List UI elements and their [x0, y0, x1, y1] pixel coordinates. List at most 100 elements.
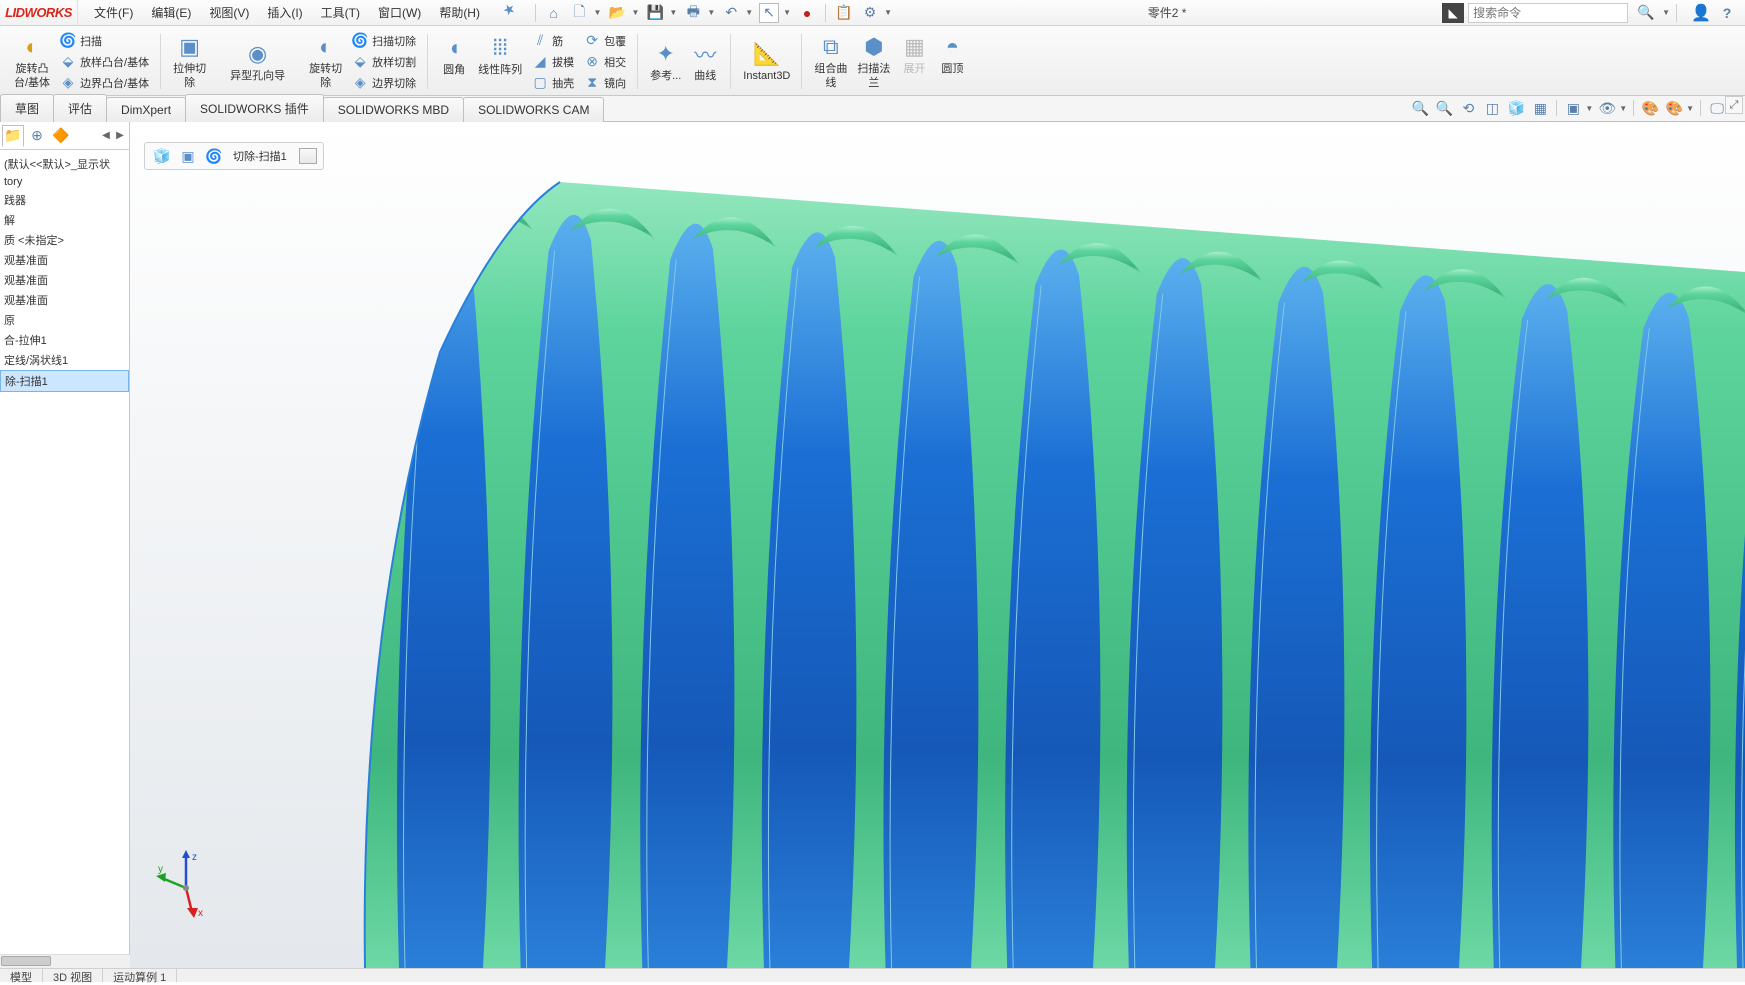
status-tab-motion[interactable]: 运动算例 1: [103, 969, 177, 982]
ribbon-fillet[interactable]: ◖圆角: [436, 32, 472, 92]
tree-item-plane3[interactable]: 观基准面: [0, 290, 129, 310]
select-icon[interactable]: ↖: [759, 3, 779, 23]
save-icon[interactable]: 💾: [645, 3, 665, 23]
fm-nav-right-icon[interactable]: ▶: [113, 125, 127, 147]
tree-item-origin[interactable]: 原: [0, 310, 129, 330]
ribbon-extrude-cut[interactable]: ▣ 拉伸切 除: [169, 31, 210, 91]
status-tab-model[interactable]: 模型: [0, 969, 43, 982]
fm-tab-config[interactable]: 🔶: [50, 125, 72, 147]
search-icon[interactable]: 🔍: [1632, 3, 1660, 23]
tab-sw-plugin[interactable]: SOLIDWORKS 插件: [185, 94, 324, 122]
fm-tab-design-tree[interactable]: 📁: [2, 125, 24, 147]
ribbon-sweep-flange[interactable]: ⬢扫描法 兰: [853, 31, 894, 91]
ribbon-curve[interactable]: 〰曲线: [687, 38, 723, 85]
ribbon-boundary[interactable]: ◈边界凸台/基体: [56, 74, 153, 92]
search-area: ◣ 🔍▼ 👤 ?: [1442, 1, 1737, 25]
hide-show-icon[interactable]: ▣: [1563, 98, 1583, 118]
print-icon[interactable]: 🖶: [683, 3, 703, 23]
tab-sw-mbd[interactable]: SOLIDWORKS MBD: [323, 97, 464, 122]
fm-nav-left-icon[interactable]: ◀: [99, 125, 113, 147]
user-icon[interactable]: 👤: [1689, 1, 1713, 25]
document-title-area: 零件2 *: [892, 4, 1442, 21]
section-view-icon[interactable]: ◫: [1482, 98, 1502, 118]
tree-item-sweepcut1[interactable]: 除-扫描1: [0, 370, 129, 392]
heads-up-view-toolbar: 🔍 🔍 ⟲ ◫ 🧊 ▦ ▣▼ 👁▼ 🎨 🎨▼ 🖵▼: [1410, 98, 1737, 118]
zoom-area-icon[interactable]: 🔍: [1434, 98, 1454, 118]
tree-item-annotations[interactable]: 解: [0, 210, 129, 230]
ribbon-shell[interactable]: ▢抽壳: [528, 74, 578, 92]
status-tab-3dview[interactable]: 3D 视图: [43, 969, 103, 982]
menu-insert[interactable]: 插入(I): [259, 0, 310, 25]
ribbon-mirror[interactable]: ⧗镜向: [580, 74, 630, 92]
scene-icon[interactable]: 🎨: [1664, 98, 1684, 118]
ribbon-revolve-cut[interactable]: ◐ 旋转切 除: [305, 31, 346, 91]
edit-appearance-icon[interactable]: 👁: [1597, 98, 1617, 118]
model-render: [130, 122, 1745, 968]
feature-tree[interactable]: (默认<<默认>_显示状 tory 践器 解 质 <未指定> 观基准面 观基准面…: [0, 150, 129, 968]
pin-icon[interactable]: ★: [493, 0, 520, 26]
tree-item-history[interactable]: tory: [0, 174, 129, 190]
fm-tab-property[interactable]: ⊕: [26, 125, 48, 147]
command-tabs: 草图 评估 DimXpert SOLIDWORKS 插件 SOLIDWORKS …: [0, 96, 1745, 122]
ribbon-sweep-cut[interactable]: 🌀扫描切除: [348, 32, 420, 50]
ribbon-intersect[interactable]: ⊗相交: [580, 53, 630, 71]
menu-edit[interactable]: 编辑(E): [143, 0, 199, 25]
ribbon-combine-curve[interactable]: ⧉组合曲 线: [810, 31, 851, 91]
tab-sw-cam[interactable]: SOLIDWORKS CAM: [463, 97, 604, 122]
ribbon-reference[interactable]: ✦参考...: [646, 38, 685, 85]
ribbon-dome[interactable]: ◓圆顶: [934, 31, 970, 91]
menu-tool[interactable]: 工具(T): [313, 0, 368, 25]
menu-help[interactable]: 帮助(H): [431, 0, 488, 25]
ribbon: ◐ 旋转凸 台/基体 🌀扫描 ⬙放样凸台/基体 ◈边界凸台/基体 ▣ 拉伸切 除…: [0, 26, 1745, 96]
options-icon[interactable]: 📋: [834, 3, 854, 23]
quick-access-toolbar: ⌂ 🗋▼ 📂▼ 💾▼ 🖶▼ ↶▼ ↖▼ ● 📋 ⚙▼: [533, 3, 892, 23]
tree-item-extrude1[interactable]: 合-拉伸1: [0, 330, 129, 350]
tab-evaluate[interactable]: 评估: [53, 94, 107, 122]
tab-sketch[interactable]: 草图: [0, 94, 54, 122]
panel-scrollbar[interactable]: [0, 954, 130, 968]
search-toggle-icon[interactable]: ◣: [1442, 3, 1464, 23]
ribbon-sweep[interactable]: 🌀扫描: [56, 32, 153, 50]
open-icon[interactable]: 📂: [607, 3, 627, 23]
new-icon[interactable]: 🗋: [570, 3, 590, 23]
zoom-fit-icon[interactable]: 🔍: [1410, 98, 1430, 118]
svg-text:y: y: [158, 864, 163, 875]
graphics-viewport[interactable]: 🧊 ▣ 🌀 切除-扫描1: [130, 122, 1745, 968]
ribbon-hole-wizard[interactable]: ◉ 异型孔向导: [226, 38, 289, 85]
appearance-icon[interactable]: 🎨: [1640, 98, 1660, 118]
menu-file[interactable]: 文件(F): [86, 0, 141, 25]
ribbon-draft[interactable]: ◢拔模: [528, 53, 578, 71]
menu-window[interactable]: 窗口(W): [370, 0, 429, 25]
display-style-icon[interactable]: ▦: [1530, 98, 1550, 118]
menu-view[interactable]: 视图(V): [201, 0, 257, 25]
ribbon-boundary-cut[interactable]: ◈边界切除: [348, 74, 420, 92]
tree-item-plane1[interactable]: 观基准面: [0, 250, 129, 270]
help-icon[interactable]: ?: [1717, 1, 1737, 25]
view-orientation-icon[interactable]: 🧊: [1506, 98, 1526, 118]
tree-item-config[interactable]: (默认<<默认>_显示状: [0, 154, 129, 174]
ribbon-wrap[interactable]: ⟳包覆: [580, 32, 630, 50]
tree-item-plane2[interactable]: 观基准面: [0, 270, 129, 290]
search-input[interactable]: [1468, 3, 1628, 23]
settings-icon[interactable]: ⚙: [860, 3, 880, 23]
ribbon-loft-cut[interactable]: ⬙放样切割: [348, 53, 420, 71]
undo-icon[interactable]: ↶: [721, 3, 741, 23]
home-icon[interactable]: ⌂: [544, 3, 564, 23]
ribbon-linear-pattern[interactable]: ⦙⦙⦙线性阵列: [474, 32, 526, 92]
tab-dimxpert[interactable]: DimXpert: [106, 97, 186, 122]
tree-item-helix[interactable]: 定线/涡状线1: [0, 350, 129, 370]
ribbon-instant3d[interactable]: 📐Instant3D: [739, 38, 794, 85]
tree-item-material[interactable]: 质 <未指定>: [0, 230, 129, 250]
document-title: 零件2 *: [1148, 4, 1187, 21]
expand-viewport-icon[interactable]: ⤢: [1725, 96, 1743, 114]
ribbon-loft[interactable]: ⬙放样凸台/基体: [56, 53, 153, 71]
main-area: 📁 ⊕ 🔶 ◀ ▶ (默认<<默认>_显示状 tory 践器 解 质 <未指定>…: [0, 122, 1745, 968]
rebuild-icon[interactable]: ●: [797, 3, 817, 23]
prev-view-icon[interactable]: ⟲: [1458, 98, 1478, 118]
ribbon-revolve-boss[interactable]: ◐ 旋转凸 台/基体: [10, 31, 54, 91]
svg-text:z: z: [192, 852, 197, 863]
menu-items: 文件(F) 编辑(E) 视图(V) 插入(I) 工具(T) 窗口(W) 帮助(H…: [78, 0, 513, 25]
tree-item-sensors[interactable]: 践器: [0, 190, 129, 210]
feature-manager-tabs: 📁 ⊕ 🔶 ◀ ▶: [0, 122, 129, 150]
ribbon-rib[interactable]: ⫽筋: [528, 32, 578, 50]
